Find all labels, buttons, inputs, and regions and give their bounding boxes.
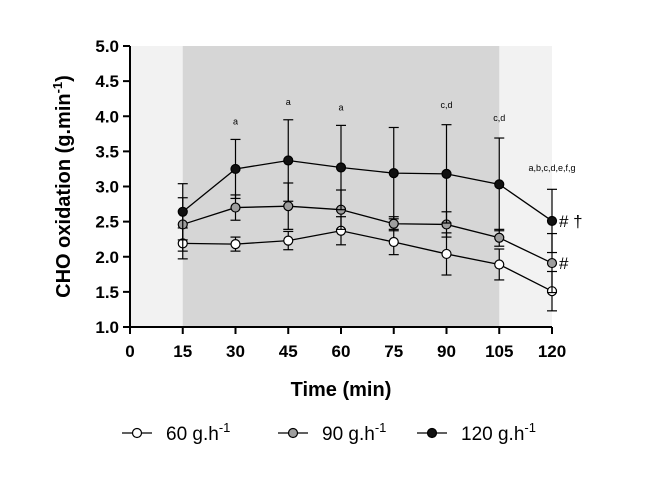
significance-label: a xyxy=(286,97,291,107)
y-tick-label: 1.0 xyxy=(95,318,119,337)
data-point xyxy=(494,232,505,243)
significance-label: c,d xyxy=(493,113,505,123)
significance-label: a xyxy=(233,117,238,127)
y-tick-label: 2.5 xyxy=(95,213,119,232)
end-marker: # xyxy=(559,254,569,273)
legend-marker xyxy=(287,427,299,439)
series-line xyxy=(182,159,553,222)
data-point xyxy=(546,257,558,269)
data-point xyxy=(441,168,452,179)
x-tick-label: 75 xyxy=(384,342,403,361)
data-point xyxy=(230,202,241,213)
legend-item-2: 120 g.h-1 xyxy=(417,420,536,445)
significance-label: a xyxy=(338,103,343,113)
data-point xyxy=(283,201,294,212)
y-tick-label: 3.0 xyxy=(95,178,119,197)
legend-label: 60 g.h-1 xyxy=(166,420,230,445)
y-tick-label: 3.5 xyxy=(95,142,119,161)
x-tick-label: 120 xyxy=(538,342,566,361)
y-tick-label: 1.5 xyxy=(95,283,119,302)
significance-label: a,b,c,d,e,f,g xyxy=(528,163,575,173)
data-point xyxy=(388,236,399,248)
data-point xyxy=(494,259,505,270)
y-tick-label: 4.5 xyxy=(95,72,119,91)
x-tick-label: 0 xyxy=(125,342,134,361)
data-point xyxy=(230,163,241,175)
data-point xyxy=(494,179,505,190)
series-line xyxy=(182,230,553,292)
data-point xyxy=(388,168,399,179)
series-2 xyxy=(177,119,558,254)
data-point xyxy=(388,218,399,229)
data-point xyxy=(283,235,294,246)
end-marker: # † xyxy=(559,212,583,231)
x-axis-title: Time (min) xyxy=(291,379,392,401)
x-tick-label: 15 xyxy=(173,342,192,361)
x-tick-label: 30 xyxy=(226,342,245,361)
y-tick-label: 2.0 xyxy=(95,248,119,267)
data-point xyxy=(546,215,558,227)
data-point xyxy=(283,155,294,166)
series-line xyxy=(182,205,553,264)
y-axis-title: CHO oxidation (g.min-1) xyxy=(50,75,75,298)
x-tick-label: 90 xyxy=(437,342,456,361)
legend-item-0: 60 g.h-1 xyxy=(122,420,230,445)
y-tick-label: 4.0 xyxy=(95,107,119,126)
significance-label: c,d xyxy=(440,100,452,110)
data-point xyxy=(230,239,241,250)
legend-label: 90 g.h-1 xyxy=(322,420,386,445)
legend-item-1: 90 g.h-1 xyxy=(278,420,386,445)
y-tick-label: 5.0 xyxy=(95,37,119,56)
legend-marker xyxy=(426,427,438,439)
legend-label: 120 g.h-1 xyxy=(461,420,536,445)
legend-marker xyxy=(131,427,143,439)
x-tick-label: 45 xyxy=(279,342,298,361)
data-point xyxy=(441,248,452,260)
data-point xyxy=(335,162,347,173)
x-tick-label: 105 xyxy=(485,342,513,361)
data-point xyxy=(177,206,188,217)
x-tick-label: 60 xyxy=(332,342,351,361)
